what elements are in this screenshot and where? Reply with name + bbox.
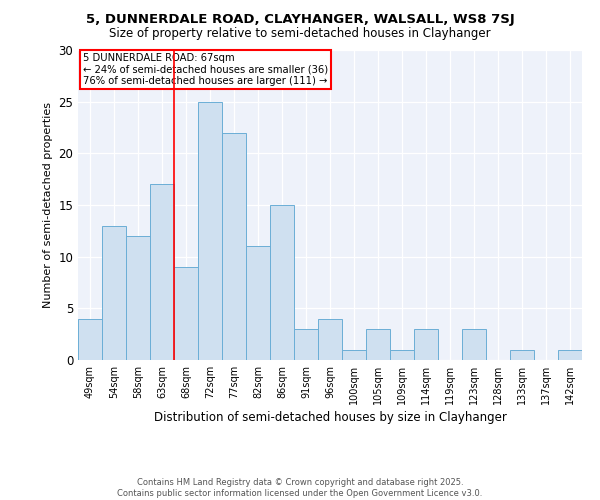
Text: Contains HM Land Registry data © Crown copyright and database right 2025.
Contai: Contains HM Land Registry data © Crown c…: [118, 478, 482, 498]
Bar: [174, 267, 198, 360]
Bar: [222, 132, 246, 360]
Bar: [390, 350, 414, 360]
Text: Size of property relative to semi-detached houses in Clayhanger: Size of property relative to semi-detach…: [109, 28, 491, 40]
X-axis label: Distribution of semi-detached houses by size in Clayhanger: Distribution of semi-detached houses by …: [154, 411, 506, 424]
Text: 5, DUNNERDALE ROAD, CLAYHANGER, WALSALL, WS8 7SJ: 5, DUNNERDALE ROAD, CLAYHANGER, WALSALL,…: [86, 12, 514, 26]
Bar: [150, 184, 174, 360]
Bar: [198, 102, 222, 360]
Bar: [414, 329, 438, 360]
Bar: [366, 329, 390, 360]
Bar: [318, 318, 342, 360]
Bar: [270, 205, 294, 360]
Text: 5 DUNNERDALE ROAD: 67sqm
← 24% of semi-detached houses are smaller (36)
76% of s: 5 DUNNERDALE ROAD: 67sqm ← 24% of semi-d…: [83, 53, 328, 86]
Bar: [342, 350, 366, 360]
Bar: [294, 329, 318, 360]
Y-axis label: Number of semi-detached properties: Number of semi-detached properties: [43, 102, 53, 308]
Bar: [246, 246, 270, 360]
Bar: [102, 226, 126, 360]
Bar: [462, 329, 486, 360]
Bar: [126, 236, 150, 360]
Bar: [78, 318, 102, 360]
Bar: [558, 350, 582, 360]
Bar: [510, 350, 534, 360]
